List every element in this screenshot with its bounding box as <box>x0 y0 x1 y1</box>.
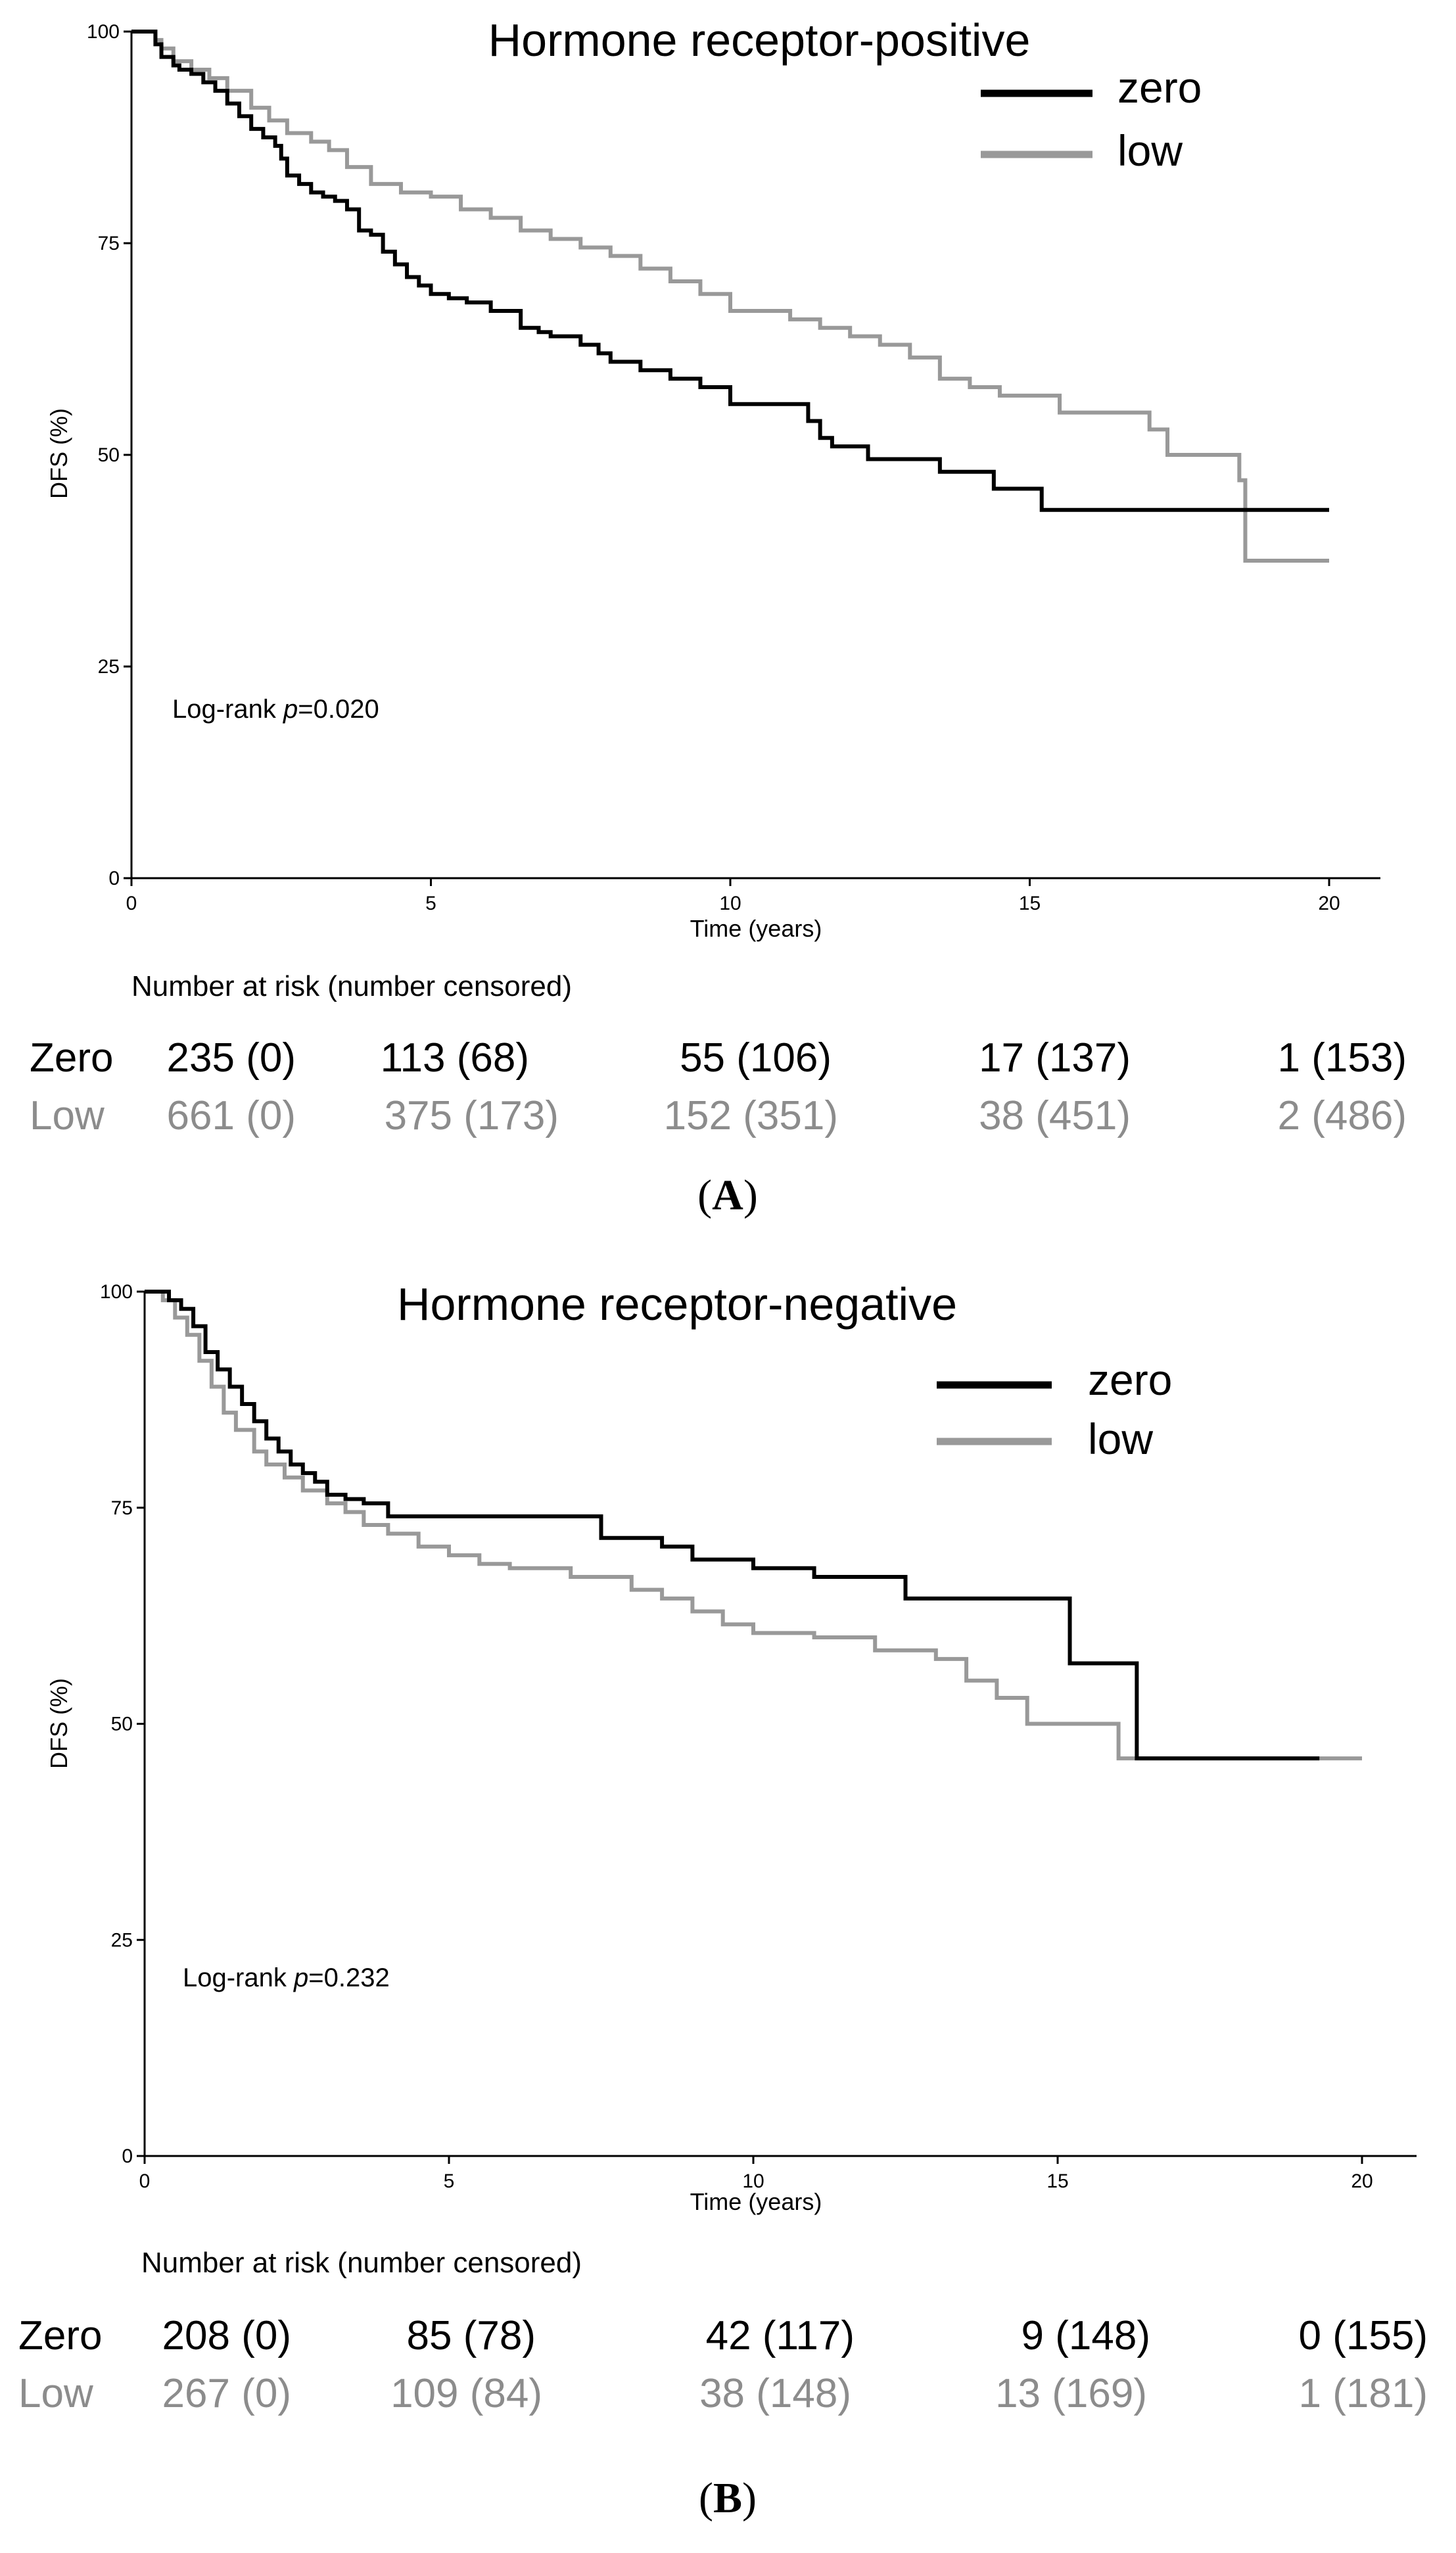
risk-cell: 208 (0) <box>162 2313 291 2358</box>
x-tick-label: 10 <box>742 2170 764 2192</box>
x-tick-label: 20 <box>1351 2170 1373 2192</box>
risk-cell: 38 (148) <box>699 2371 851 2416</box>
x-axis-title: Time (years) <box>690 2188 822 2215</box>
log-rank-prefix: Log-rank <box>183 1963 294 1992</box>
risk-cell: 13 (169) <box>995 2371 1147 2416</box>
log-rank-annotation: Log-rank p=0.232 <box>183 1963 390 1992</box>
panel-label: (B) <box>699 2474 757 2522</box>
legend-label-low: low <box>1117 126 1183 175</box>
legend: zero low <box>937 1355 1172 1463</box>
chart-title: Hormone receptor-positive <box>488 14 1031 66</box>
risk-cell: 109 (84) <box>390 2371 542 2416</box>
risk-cell: 55 (106) <box>680 1035 832 1081</box>
legend-label-low: low <box>1088 1415 1153 1463</box>
km-curve-low <box>131 30 1329 563</box>
p-symbol: p <box>293 1963 308 1992</box>
x-tick-label: 0 <box>139 2170 151 2192</box>
y-tick-label: 0 <box>122 2145 133 2167</box>
log-rank-annotation: Log-rank p=0.020 <box>172 695 379 724</box>
y-tick-label: 75 <box>98 233 120 254</box>
y-tick-label: 0 <box>108 868 120 889</box>
legend: zero low <box>981 63 1202 175</box>
risk-table-title: Number at risk (number censored) <box>141 2247 582 2279</box>
y-tick-label: 100 <box>87 21 120 43</box>
km-curve-zero <box>145 1290 1320 1761</box>
risk-row-label-low: Low <box>18 2371 93 2416</box>
risk-cell: 2 (486) <box>1278 1093 1407 1138</box>
p-value: =0.232 <box>308 1963 389 1992</box>
km-curve-zero <box>131 30 1329 512</box>
risk-table: Number at risk (number censored) Zero Lo… <box>30 970 1407 1138</box>
risk-table: Number at risk (number censored) Zero Lo… <box>18 2247 1428 2416</box>
risk-cell: 17 (137) <box>979 1035 1131 1081</box>
y-tick-label: 50 <box>98 444 120 466</box>
tick-group-a: 0 5 10 15 20 0 25 50 75 100 <box>87 21 1340 914</box>
risk-cell: 85 (78) <box>407 2313 536 2358</box>
panel-letter: B <box>713 2474 742 2522</box>
y-tick-label: 25 <box>111 1929 133 1951</box>
panel-label: (A) <box>697 1171 758 1219</box>
y-tick-label: 50 <box>111 1714 133 1735</box>
risk-row-label-zero: Zero <box>18 2313 102 2358</box>
y-axis-title: DFS (%) <box>45 1678 72 1769</box>
risk-cell: 152 (351) <box>664 1093 838 1138</box>
risk-row-label-zero: Zero <box>30 1035 113 1081</box>
x-tick-label: 10 <box>719 893 741 914</box>
panel-letter: A <box>712 1171 743 1219</box>
axes-b <box>143 1292 1417 2157</box>
tick-group-b: 0 5 10 15 20 0 25 50 75 100 <box>100 1281 1373 2192</box>
risk-cell: 42 (117) <box>706 2313 855 2358</box>
risk-cell: 661 (0) <box>167 1093 296 1138</box>
chart-title: Hormone receptor-negative <box>397 1278 957 1330</box>
risk-cell: 9 (148) <box>1022 2313 1150 2358</box>
panel-b: 0 5 10 15 20 0 25 50 75 100 Time (years) DFS (%) … <box>0 1276 1456 2553</box>
legend-label-zero: zero <box>1117 63 1202 112</box>
x-axis-title: Time (years) <box>690 915 822 942</box>
y-tick-label: 75 <box>111 1497 133 1519</box>
risk-cell: 1 (181) <box>1299 2371 1428 2416</box>
y-tick-label: 100 <box>100 1281 133 1303</box>
legend-label-zero: zero <box>1088 1355 1172 1404</box>
x-tick-label: 20 <box>1318 893 1340 914</box>
x-tick-label: 5 <box>444 2170 455 2192</box>
x-tick-label: 5 <box>425 893 436 914</box>
risk-cell: 0 (155) <box>1299 2313 1428 2358</box>
panel-a: 0 5 10 15 20 0 25 50 75 100 Time (years) DFS (%) … <box>0 0 1456 1276</box>
risk-cell: 113 (68) <box>381 1035 529 1081</box>
risk-cell: 267 (0) <box>162 2371 291 2416</box>
x-tick-label: 15 <box>1046 2170 1068 2192</box>
risk-cell: 235 (0) <box>167 1035 296 1081</box>
p-value: =0.020 <box>298 695 379 724</box>
curve-group-b <box>145 1290 1362 1761</box>
risk-cell: 375 (173) <box>385 1093 559 1138</box>
risk-table-title: Number at risk (number censored) <box>131 970 572 1002</box>
km-curve-low <box>145 1290 1362 1761</box>
p-symbol: p <box>283 695 298 724</box>
risk-cell: 1 (153) <box>1278 1035 1407 1081</box>
risk-row-label-low: Low <box>30 1093 105 1138</box>
y-tick-label: 25 <box>98 656 120 678</box>
log-rank-prefix: Log-rank <box>172 695 283 724</box>
risk-cell: 38 (451) <box>979 1093 1131 1138</box>
y-axis-title: DFS (%) <box>45 408 72 499</box>
x-tick-label: 0 <box>126 893 137 914</box>
curve-group-a <box>131 30 1329 563</box>
x-tick-label: 15 <box>1019 893 1041 914</box>
